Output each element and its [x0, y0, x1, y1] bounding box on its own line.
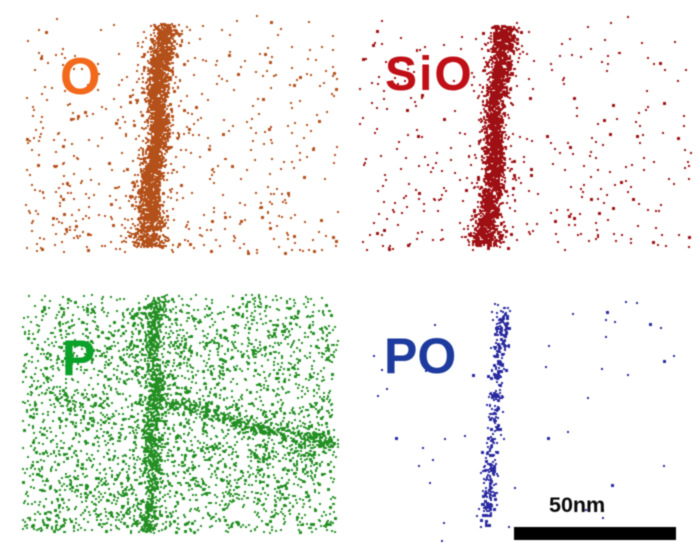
svg-text:50nm: 50nm [549, 493, 605, 517]
svg-text:O: O [60, 48, 100, 106]
svg-text:PO: PO [384, 328, 456, 384]
svg-text:SiO: SiO [385, 48, 474, 101]
svg-text:P: P [62, 330, 95, 386]
